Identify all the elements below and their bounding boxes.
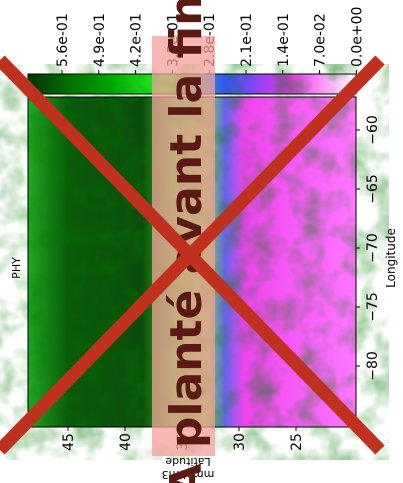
colorbar-label: 5.6e-01 [55,13,71,67]
x-axis-label: Longitude [384,228,398,288]
colorbar-label: 4.9e-01 [92,13,108,67]
x-tick-label: −60 [365,115,381,145]
y-tick-label: 30 [232,433,248,451]
cross-line [0,55,385,455]
x-tick-label: −75 [365,292,381,322]
colorbar-label: 2.1e-01 [239,13,255,67]
y-tick-label: 40 [118,433,134,451]
x-tick-label: −65 [365,174,381,204]
colorbar-label: 1.4e-01 [276,13,292,67]
y-axis-unit: mmol/m3 [162,468,215,481]
x-tick-label: −70 [365,233,381,263]
y-tick-label: 25 [289,433,305,451]
y-axis-label: Latitude [165,455,211,468]
x-tick-label: −80 [365,351,381,381]
colorbar-label: 4.2e-01 [129,13,145,67]
colorbar-label: 7.0e-02 [313,13,329,67]
colorbar-label: 0.0e+00 [349,7,365,67]
title: PHY [10,257,23,279]
y-tick-label: 45 [61,433,77,451]
